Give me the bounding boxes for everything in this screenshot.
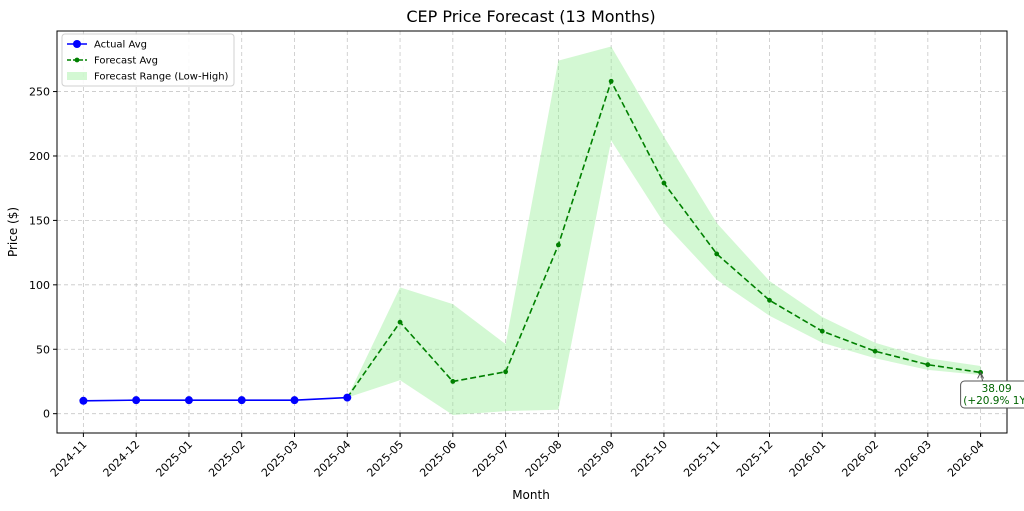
annotation-box xyxy=(960,380,1024,409)
x-axis-ticks: 2024-11 2024-12 2025-01 2025-02 2025-03 2025-… xyxy=(48,433,987,480)
forecast-avg-point xyxy=(872,348,878,354)
series-point-layer xyxy=(79,78,984,405)
x-tick-label: 2025-05 xyxy=(364,438,406,480)
x-tick-label: 2025-07 xyxy=(470,438,512,480)
x-tick-label: 2025-04 xyxy=(312,438,354,480)
legend-label: Forecast Avg xyxy=(94,56,158,67)
y-axis-label: Price ($) xyxy=(6,207,20,257)
forecast-range-band xyxy=(347,46,981,415)
forecast-avg-point xyxy=(503,369,509,375)
y-axis-ticks: 0 50 100 150 200 250 xyxy=(29,86,57,421)
forecast-avg-point xyxy=(397,319,403,325)
legend-forecast-marker xyxy=(74,57,80,63)
legend: Actual Avg Forecast Avg Forecast Range (Lo… xyxy=(61,33,235,87)
x-tick-label: 2025-02 xyxy=(206,438,248,480)
actual-avg-point xyxy=(237,396,246,405)
actual-avg-point xyxy=(132,396,141,405)
x-tick-label: 2026-03 xyxy=(892,438,934,480)
y-tick-label: 0 xyxy=(43,408,50,421)
legend-actual-marker xyxy=(73,40,81,48)
forecast-avg-point xyxy=(608,78,614,84)
annotation-arrow-head xyxy=(977,371,985,379)
legend-label: Forecast Range (Low-High) xyxy=(94,72,229,83)
x-tick-label: 2026-01 xyxy=(787,438,829,480)
x-tick-label: 2024-12 xyxy=(101,438,143,480)
grid-layer xyxy=(57,31,1007,433)
x-tick-label: 2025-10 xyxy=(628,438,670,480)
forecast-avg-point xyxy=(661,180,667,186)
x-tick-label: 2025-08 xyxy=(523,438,565,480)
x-tick-label: 2025-03 xyxy=(259,438,301,480)
x-tick-label: 2025-09 xyxy=(576,438,618,480)
forecast-avg-point xyxy=(555,242,561,248)
x-tick-label: 2026-02 xyxy=(839,438,881,480)
forecast-annotation: 38.09(+20.9% 1Y) xyxy=(960,371,1024,409)
y-tick-label: 50 xyxy=(36,343,50,356)
actual-avg-point xyxy=(184,396,193,405)
x-tick-label: 2025-11 xyxy=(681,438,723,480)
y-tick-label: 250 xyxy=(29,86,50,99)
forecast-avg-point xyxy=(819,328,825,334)
chart-title: CEP Price Forecast (13 Months) xyxy=(406,7,655,26)
actual-avg-point xyxy=(343,393,352,402)
legend-frame xyxy=(61,33,235,87)
forecast-range-band-layer xyxy=(347,46,981,415)
annotation-change-percent: (+20.9% 1Y) xyxy=(963,395,1024,407)
x-tick-label: 2025-12 xyxy=(734,438,776,480)
actual-avg-line xyxy=(83,396,348,402)
y-tick-label: 200 xyxy=(29,150,50,163)
forecast-avg-point xyxy=(450,379,456,384)
legend-range-swatch xyxy=(67,72,87,80)
x-tick-label: 2026-04 xyxy=(945,438,987,480)
actual-avg-point xyxy=(79,396,88,405)
x-tick-label: 2024-11 xyxy=(48,438,90,480)
y-tick-label: 100 xyxy=(29,279,50,292)
x-tick-label: 2025-06 xyxy=(417,438,459,480)
actual-avg-point xyxy=(290,396,299,405)
y-tick-label: 150 xyxy=(29,214,50,227)
plot-area-frame xyxy=(56,30,1008,434)
forecast-avg-point xyxy=(714,251,720,257)
x-tick-label: 2025-01 xyxy=(153,438,195,480)
forecast-avg-point xyxy=(925,362,931,368)
annotation-price-value: 38.09 xyxy=(982,383,1012,395)
legend-label: Actual Avg xyxy=(94,40,147,51)
x-axis-label: Month xyxy=(512,488,550,502)
forecast-avg-point xyxy=(767,297,772,303)
